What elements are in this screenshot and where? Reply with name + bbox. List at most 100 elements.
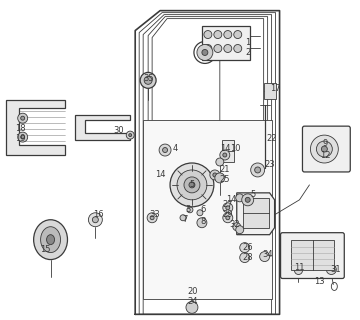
Circle shape xyxy=(216,158,224,166)
Text: 18: 18 xyxy=(15,124,26,132)
Text: 24: 24 xyxy=(188,297,198,306)
Circle shape xyxy=(129,134,132,137)
Bar xyxy=(291,240,334,269)
Circle shape xyxy=(251,163,265,177)
Circle shape xyxy=(186,301,198,313)
Circle shape xyxy=(202,50,208,55)
Circle shape xyxy=(255,167,261,173)
Text: 4: 4 xyxy=(172,144,177,153)
FancyBboxPatch shape xyxy=(302,126,350,172)
Circle shape xyxy=(147,213,157,223)
Text: 28: 28 xyxy=(242,253,253,262)
Text: 5: 5 xyxy=(189,180,194,189)
Circle shape xyxy=(21,135,25,139)
Text: 34: 34 xyxy=(262,250,273,259)
Circle shape xyxy=(140,72,156,88)
Circle shape xyxy=(170,163,214,207)
Bar xyxy=(222,140,234,162)
Text: 31: 31 xyxy=(330,265,341,274)
Text: 30: 30 xyxy=(113,126,123,135)
Circle shape xyxy=(234,31,242,38)
Text: 8: 8 xyxy=(200,217,206,226)
Text: 29: 29 xyxy=(222,210,233,219)
Circle shape xyxy=(260,252,270,261)
Circle shape xyxy=(18,132,28,142)
Text: 33: 33 xyxy=(150,210,161,219)
Bar xyxy=(243,198,269,228)
Circle shape xyxy=(144,76,152,84)
Text: 21: 21 xyxy=(220,165,230,174)
Circle shape xyxy=(234,44,242,52)
Circle shape xyxy=(89,213,102,227)
Circle shape xyxy=(215,173,225,183)
Circle shape xyxy=(210,170,220,180)
Bar xyxy=(264,83,276,99)
Circle shape xyxy=(242,194,254,206)
Circle shape xyxy=(184,177,200,193)
Text: 14: 14 xyxy=(155,171,165,180)
Text: 27: 27 xyxy=(222,200,233,209)
FancyBboxPatch shape xyxy=(280,233,344,278)
Circle shape xyxy=(180,215,186,221)
Circle shape xyxy=(220,150,230,160)
Circle shape xyxy=(204,31,212,38)
Ellipse shape xyxy=(41,227,60,252)
Circle shape xyxy=(233,223,241,231)
Bar xyxy=(202,26,250,60)
Text: 5: 5 xyxy=(250,190,255,199)
Circle shape xyxy=(294,267,302,275)
Circle shape xyxy=(21,116,25,120)
Polygon shape xyxy=(6,100,66,155)
Text: 3: 3 xyxy=(185,205,191,214)
Circle shape xyxy=(224,44,232,52)
Circle shape xyxy=(204,44,212,52)
Circle shape xyxy=(226,216,230,220)
Circle shape xyxy=(177,170,207,200)
Text: 10: 10 xyxy=(230,144,241,153)
Ellipse shape xyxy=(46,235,55,244)
Circle shape xyxy=(214,44,222,52)
Polygon shape xyxy=(76,115,130,140)
Text: 9: 9 xyxy=(323,139,328,148)
Text: 14: 14 xyxy=(221,144,231,153)
Circle shape xyxy=(245,197,250,202)
Text: 7: 7 xyxy=(182,215,188,224)
Text: 26: 26 xyxy=(242,243,253,252)
Text: 22: 22 xyxy=(266,133,277,143)
Text: 32: 32 xyxy=(229,220,240,229)
Text: 11: 11 xyxy=(294,263,305,272)
Text: 25: 25 xyxy=(220,175,230,184)
Text: 35: 35 xyxy=(143,74,153,83)
Circle shape xyxy=(240,252,250,262)
Circle shape xyxy=(223,153,227,157)
Circle shape xyxy=(18,113,28,123)
Circle shape xyxy=(93,217,98,223)
Text: 19: 19 xyxy=(15,133,26,143)
Circle shape xyxy=(213,173,217,177)
Circle shape xyxy=(224,31,232,38)
Text: 12: 12 xyxy=(320,150,330,160)
Circle shape xyxy=(240,243,250,252)
Text: 16: 16 xyxy=(93,210,104,219)
Circle shape xyxy=(189,182,195,188)
Text: 20: 20 xyxy=(188,287,198,296)
Text: 23: 23 xyxy=(264,160,275,170)
Ellipse shape xyxy=(33,220,67,260)
Circle shape xyxy=(226,206,230,210)
Circle shape xyxy=(197,218,207,228)
Text: 17: 17 xyxy=(270,84,281,93)
Circle shape xyxy=(310,135,338,163)
Text: 14: 14 xyxy=(226,195,237,204)
Circle shape xyxy=(223,213,233,223)
Circle shape xyxy=(236,226,244,234)
Text: 13: 13 xyxy=(314,277,325,286)
Circle shape xyxy=(159,144,171,156)
Polygon shape xyxy=(237,193,275,235)
Circle shape xyxy=(236,194,244,202)
Text: 15: 15 xyxy=(40,245,51,254)
Circle shape xyxy=(197,44,213,60)
Circle shape xyxy=(327,265,336,275)
Circle shape xyxy=(316,141,332,157)
Bar xyxy=(143,120,271,300)
Text: 6: 6 xyxy=(200,205,206,214)
